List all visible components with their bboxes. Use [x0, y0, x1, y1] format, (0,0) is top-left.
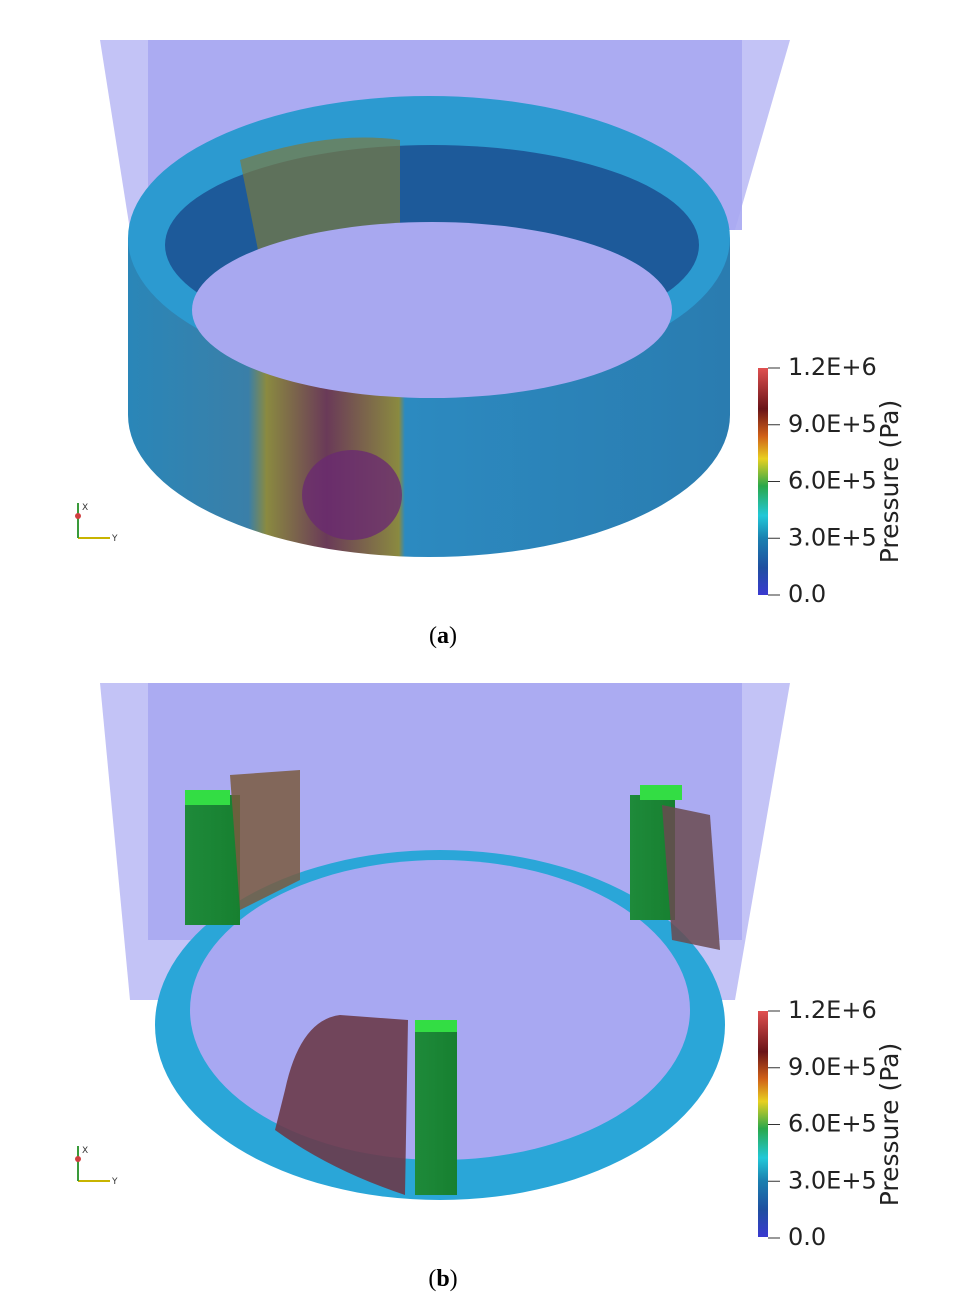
caption-part: ( — [429, 623, 437, 649]
colorbar-tick-label: 1.2E+6 — [788, 996, 877, 1024]
hotspot — [302, 450, 402, 540]
colorbar — [758, 368, 768, 595]
hotspot — [662, 805, 720, 950]
block-top — [640, 785, 682, 800]
colorbar-title: Pressure (Pa) — [875, 1043, 904, 1206]
caption: (b) — [428, 1266, 457, 1292]
axis-label-x: X — [82, 1146, 88, 1156]
axis-label-y: Y — [111, 534, 118, 544]
caption-part: b — [436, 1266, 449, 1292]
panel-a — [100, 40, 790, 595]
colorbar-tick-label: 9.0E+5 — [788, 410, 877, 438]
colorbar — [758, 1011, 768, 1237]
block-top — [185, 790, 230, 805]
block — [185, 795, 240, 925]
caption-part: a — [437, 623, 449, 649]
ring-floor — [192, 222, 672, 398]
caption-part: ( — [428, 1266, 436, 1292]
axis-label-y: Y — [111, 1177, 118, 1187]
axis-x — [75, 513, 81, 519]
colorbar-title: Pressure (Pa) — [875, 400, 904, 563]
colorbar-tick-label: 1.2E+6 — [788, 353, 877, 381]
colorbar-tick-label: 0.0 — [788, 1223, 826, 1251]
block-top — [415, 1020, 457, 1032]
block — [415, 1020, 457, 1195]
caption-part: ) — [449, 623, 457, 649]
hotspot — [275, 1015, 408, 1195]
colorbar-tick-label: 3.0E+5 — [788, 523, 877, 551]
hotspot — [230, 770, 300, 910]
panel-b — [100, 683, 790, 1237]
colorbar-tick-label: 9.0E+5 — [788, 1053, 877, 1081]
caption-part: ) — [450, 1266, 458, 1292]
axis-x — [75, 1156, 81, 1162]
caption: (a) — [429, 623, 457, 649]
axis-label-x: X — [82, 503, 88, 513]
colorbar-tick-label: 0.0 — [788, 580, 826, 608]
colorbar-tick-label: 6.0E+5 — [788, 1110, 877, 1138]
colorbar-tick-label: 3.0E+5 — [788, 1166, 877, 1194]
colorbar-tick-label: 6.0E+5 — [788, 467, 877, 495]
